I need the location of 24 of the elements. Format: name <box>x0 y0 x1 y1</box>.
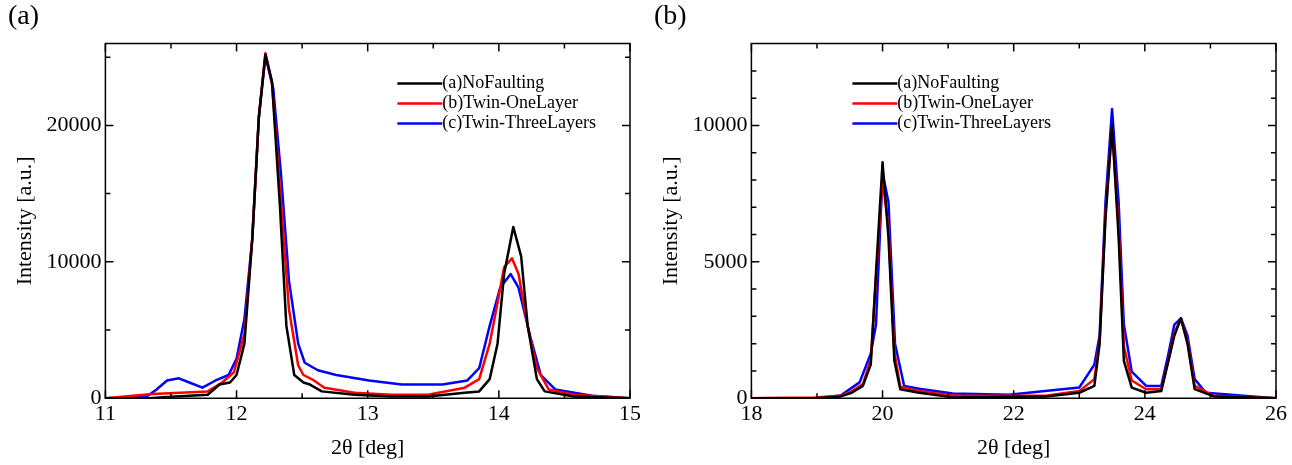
x-tick-label: 24 <box>1133 400 1156 426</box>
x-tick-label: 14 <box>487 400 510 426</box>
x-tick-label: 13 <box>356 400 379 426</box>
legend-label: (b)Twin-OneLayer <box>442 92 579 114</box>
x-axis-title: 2θ [deg] <box>330 433 405 459</box>
legend-label: (c)Twin-ThreeLayers <box>442 112 597 134</box>
x-tick-label: 20 <box>871 400 894 426</box>
x-tick-label: 22 <box>1002 400 1025 426</box>
legend-label: (b)Twin-OneLayer <box>897 92 1034 114</box>
y-axis-title: Intensity [a.u.] <box>10 156 36 286</box>
y-axis-title: Intensity [a.u.] <box>656 156 682 286</box>
legend-label: (c)Twin-ThreeLayers <box>897 112 1052 134</box>
x-tick-label: 15 <box>619 400 641 426</box>
legend-label: (a)NoFaulting <box>442 72 545 94</box>
y-tick-label: 10000 <box>46 247 102 273</box>
y-tick-label: 20000 <box>46 111 102 137</box>
chart-title: (a) <box>8 0 40 31</box>
x-axis-title: 2θ [deg] <box>976 433 1051 459</box>
chart-title: (b) <box>654 0 687 31</box>
legend-label: (a)NoFaulting <box>897 72 1000 94</box>
y-tick-label: 10000 <box>692 111 748 137</box>
x-tick-label: 26 <box>1265 400 1287 426</box>
y-tick-label: 5000 <box>703 247 748 273</box>
x-tick-label: 12 <box>225 400 248 426</box>
